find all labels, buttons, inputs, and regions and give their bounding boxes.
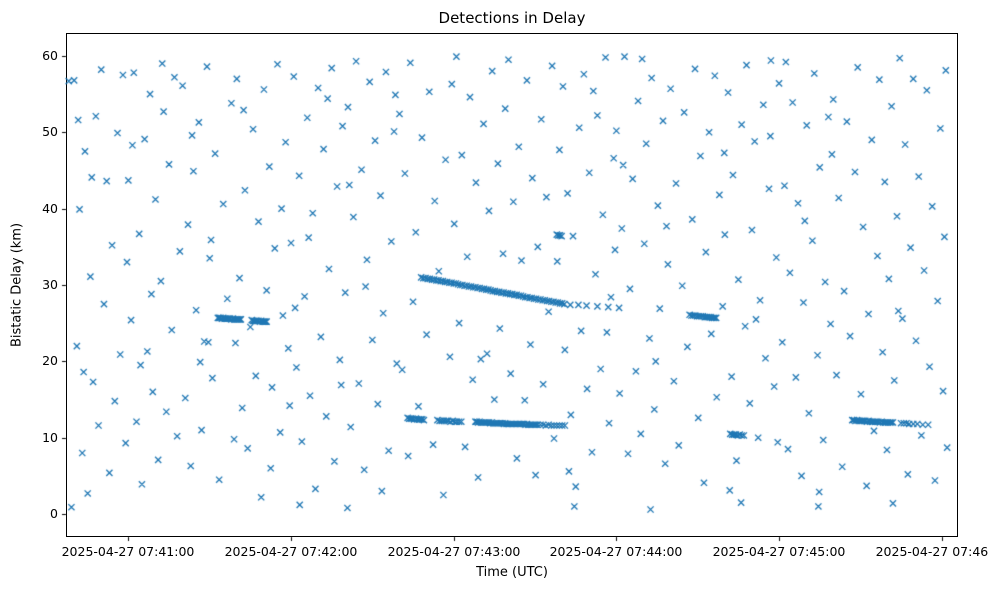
y-tick-label: 50	[42, 124, 58, 139]
x-tick-label: 2025-04-27 07:44:00	[549, 544, 683, 559]
x-tick-label: 2025-04-27 07:46:00	[875, 544, 988, 559]
x-tick-label: 2025-04-27 07:45:00	[712, 544, 846, 559]
y-tick-label: 60	[42, 48, 58, 63]
x-axis-label: Time (UTC)	[476, 565, 548, 580]
x-tick-label: 2025-04-27 07:42:00	[224, 544, 358, 559]
y-tick-label: 30	[42, 277, 58, 292]
y-tick-label: 10	[42, 430, 58, 445]
y-tick-label: 40	[42, 201, 58, 216]
y-tick-label: 20	[42, 353, 58, 368]
x-tick-label: 2025-04-27 07:43:00	[387, 544, 521, 559]
x-tick-label: 2025-04-27 07:41:00	[61, 544, 195, 559]
y-tick-label: 0	[50, 506, 58, 521]
y-axis-label: Bistatic Delay (km)	[9, 222, 25, 348]
